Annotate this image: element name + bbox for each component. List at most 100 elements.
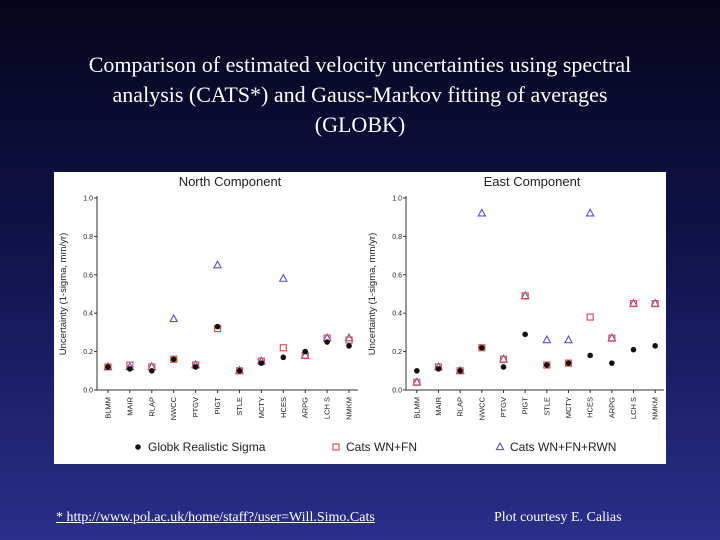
data-point [456, 367, 464, 375]
data-point [192, 364, 199, 370]
legend-label: Cats WN+FN+RWN [510, 440, 616, 454]
panel-title: North Component [179, 174, 282, 189]
data-point [258, 360, 265, 366]
slide-title: Comparison of estimated velocity uncerta… [60, 50, 660, 140]
data-point [586, 313, 594, 321]
data-point [521, 292, 529, 300]
x-tick-label: LCH S [323, 397, 332, 419]
y-tick-label: 0.2 [392, 349, 402, 356]
legend-label: Cats WN+FN [346, 440, 417, 454]
y-tick-label: 1.0 [83, 196, 93, 203]
data-point [630, 346, 637, 353]
data-point [542, 334, 552, 344]
y-tick-label: 0.0 [392, 388, 402, 395]
y-tick-label: 0.6 [83, 272, 93, 279]
x-tick-label: NMKM [345, 397, 354, 420]
data-point [236, 368, 243, 374]
panel-title: East Component [484, 174, 581, 189]
x-tick-label: PTGV [191, 397, 200, 417]
data-point [148, 368, 155, 374]
legend-marker [135, 444, 141, 450]
legend-marker [332, 443, 340, 451]
x-tick-label: ARPG [607, 397, 616, 418]
data-point [608, 334, 616, 342]
data-point [587, 352, 593, 359]
x-tick-label: RLAP [147, 397, 156, 417]
data-point [169, 313, 179, 323]
x-tick-label: NWCC [477, 396, 486, 420]
y-tick-label: 0.8 [83, 234, 93, 241]
data-point [213, 260, 223, 269]
data-point [170, 356, 177, 363]
data-point [477, 208, 487, 217]
data-point [565, 360, 572, 366]
data-point [500, 364, 507, 370]
legend-label: Globk Realistic Sigma [148, 440, 266, 454]
data-point [279, 344, 287, 352]
x-tick-label: BLMM [412, 397, 421, 419]
y-tick-label: 0.4 [83, 311, 93, 318]
x-tick-label: MCTY [257, 397, 266, 418]
data-point [563, 334, 574, 344]
y-tick-label: 0.4 [392, 311, 402, 318]
data-point [346, 343, 352, 349]
y-tick-label: 0.8 [392, 234, 402, 241]
data-point [651, 300, 659, 308]
data-point [105, 364, 111, 370]
data-point [609, 360, 615, 366]
data-point [585, 208, 595, 217]
chart-figure: North Component Uncertainty (1-sigma, mm/… [58, 174, 664, 454]
x-tick-label: MCTY [564, 397, 573, 418]
data-point [214, 323, 221, 330]
data-point [457, 368, 463, 374]
y-axis-label: Uncertainty (1-sigma, mm/yr) [58, 233, 69, 355]
x-tick-label: STLE [542, 397, 551, 416]
data-point [127, 366, 133, 372]
data-point [652, 343, 658, 349]
data-point [435, 366, 442, 372]
footnote-url[interactable]: * http://www.pol.ac.uk/home/staff?/user=… [56, 510, 375, 525]
x-tick-label: HCES [279, 397, 288, 418]
data-point [478, 344, 486, 352]
x-tick-label: PIGT [521, 397, 530, 415]
data-point [104, 363, 112, 371]
y-tick-label: 0.0 [83, 388, 93, 395]
x-tick-label: MAIR [125, 396, 134, 415]
data-point [522, 331, 528, 338]
data-point [479, 344, 485, 351]
x-tick-label: NWCC [169, 396, 178, 420]
y-tick-label: 0.2 [83, 349, 93, 356]
data-point [629, 300, 638, 308]
data-point [280, 354, 287, 361]
data-point [170, 355, 178, 363]
slide-title-line: Comparison of estimated velocity uncerta… [88, 52, 632, 77]
slide-title-line: analysis (CATS*) and Gauss-Markov fittin… [112, 82, 608, 107]
data-point [544, 362, 550, 368]
x-tick-label: PTGV [499, 397, 508, 417]
y-axis-label: Uncertainty (1-sigma, mm/yr) [367, 233, 378, 355]
data-point [499, 355, 508, 363]
data-point [413, 378, 421, 386]
x-tick-label: HCES [586, 397, 595, 418]
x-tick-label: RLAP [456, 397, 465, 417]
data-point [235, 367, 244, 375]
legend-marker [495, 441, 505, 451]
data-point [564, 359, 573, 367]
data-point [302, 348, 309, 355]
slide-title-line: (GLOBK) [314, 112, 406, 137]
y-tick-label: 1.0 [392, 196, 402, 203]
footnote-credit: Plot courtesy E. Calias [494, 510, 622, 525]
x-tick-label: LCH S [629, 397, 638, 419]
data-point [543, 361, 551, 369]
y-tick-label: 0.6 [392, 272, 402, 279]
x-tick-label: BLMM [103, 397, 112, 419]
chart-panel: North Component Uncertainty (1-sigma, mm/… [54, 172, 666, 464]
x-tick-label: NMKM [651, 397, 660, 420]
x-tick-label: PIGT [213, 397, 222, 415]
x-tick-label: MAIR [434, 396, 443, 415]
data-point [324, 339, 330, 345]
data-point [278, 273, 288, 282]
data-point [414, 368, 420, 374]
x-tick-label: ARPG [301, 397, 310, 418]
x-tick-label: STLE [235, 397, 244, 416]
